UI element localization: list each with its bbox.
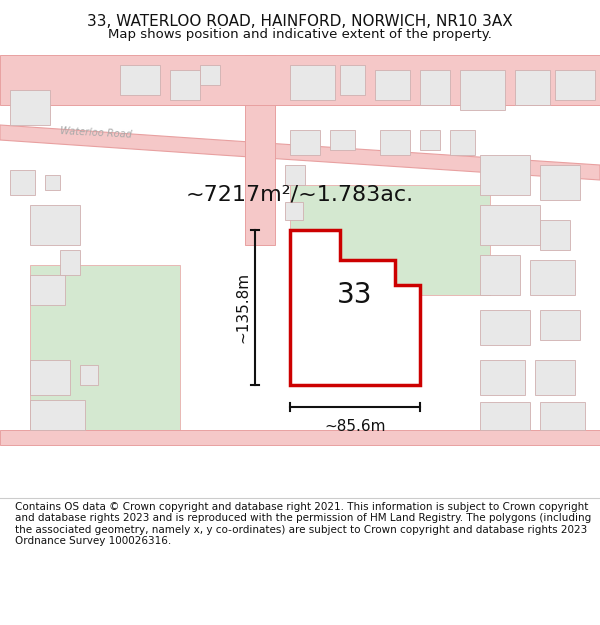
Polygon shape	[480, 255, 520, 295]
Polygon shape	[540, 220, 570, 250]
Text: Waterloo Road: Waterloo Road	[60, 126, 132, 140]
Polygon shape	[460, 70, 505, 110]
Text: Map shows position and indicative extent of the property.: Map shows position and indicative extent…	[108, 28, 492, 41]
Polygon shape	[10, 90, 50, 125]
Polygon shape	[30, 400, 85, 430]
Polygon shape	[375, 70, 410, 100]
Polygon shape	[380, 130, 410, 155]
Polygon shape	[80, 365, 98, 385]
Polygon shape	[340, 65, 365, 95]
Polygon shape	[540, 402, 585, 430]
Polygon shape	[450, 130, 475, 155]
Polygon shape	[540, 310, 580, 340]
Polygon shape	[30, 275, 65, 305]
Polygon shape	[170, 70, 200, 100]
Polygon shape	[530, 260, 575, 295]
Polygon shape	[290, 130, 320, 155]
Polygon shape	[330, 130, 355, 150]
Polygon shape	[30, 265, 180, 435]
Polygon shape	[420, 70, 450, 105]
Polygon shape	[290, 65, 335, 100]
Polygon shape	[0, 55, 600, 105]
Polygon shape	[245, 55, 275, 245]
Polygon shape	[515, 70, 550, 105]
Polygon shape	[535, 360, 575, 395]
Polygon shape	[420, 130, 440, 150]
Polygon shape	[480, 360, 525, 395]
Polygon shape	[120, 65, 160, 95]
Polygon shape	[30, 205, 80, 245]
Polygon shape	[60, 250, 80, 275]
Polygon shape	[0, 430, 600, 445]
Polygon shape	[290, 185, 490, 295]
Polygon shape	[555, 70, 595, 100]
Text: 33, WATERLOO ROAD, HAINFORD, NORWICH, NR10 3AX: 33, WATERLOO ROAD, HAINFORD, NORWICH, NR…	[87, 14, 513, 29]
Polygon shape	[285, 202, 303, 220]
Polygon shape	[10, 170, 35, 195]
Polygon shape	[540, 165, 580, 200]
Polygon shape	[480, 402, 530, 430]
Polygon shape	[30, 360, 70, 395]
Text: ~7217m²/~1.783ac.: ~7217m²/~1.783ac.	[186, 185, 414, 205]
Text: Contains OS data © Crown copyright and database right 2021. This information is : Contains OS data © Crown copyright and d…	[15, 501, 591, 546]
Polygon shape	[285, 165, 305, 185]
Polygon shape	[200, 65, 220, 85]
Text: ~85.6m: ~85.6m	[324, 419, 386, 434]
Text: 33: 33	[337, 281, 373, 309]
Polygon shape	[0, 125, 600, 180]
Polygon shape	[480, 310, 530, 345]
Polygon shape	[290, 230, 420, 385]
Polygon shape	[45, 175, 60, 190]
Polygon shape	[480, 155, 530, 195]
Text: ~135.8m: ~135.8m	[235, 272, 251, 343]
Polygon shape	[480, 205, 540, 245]
